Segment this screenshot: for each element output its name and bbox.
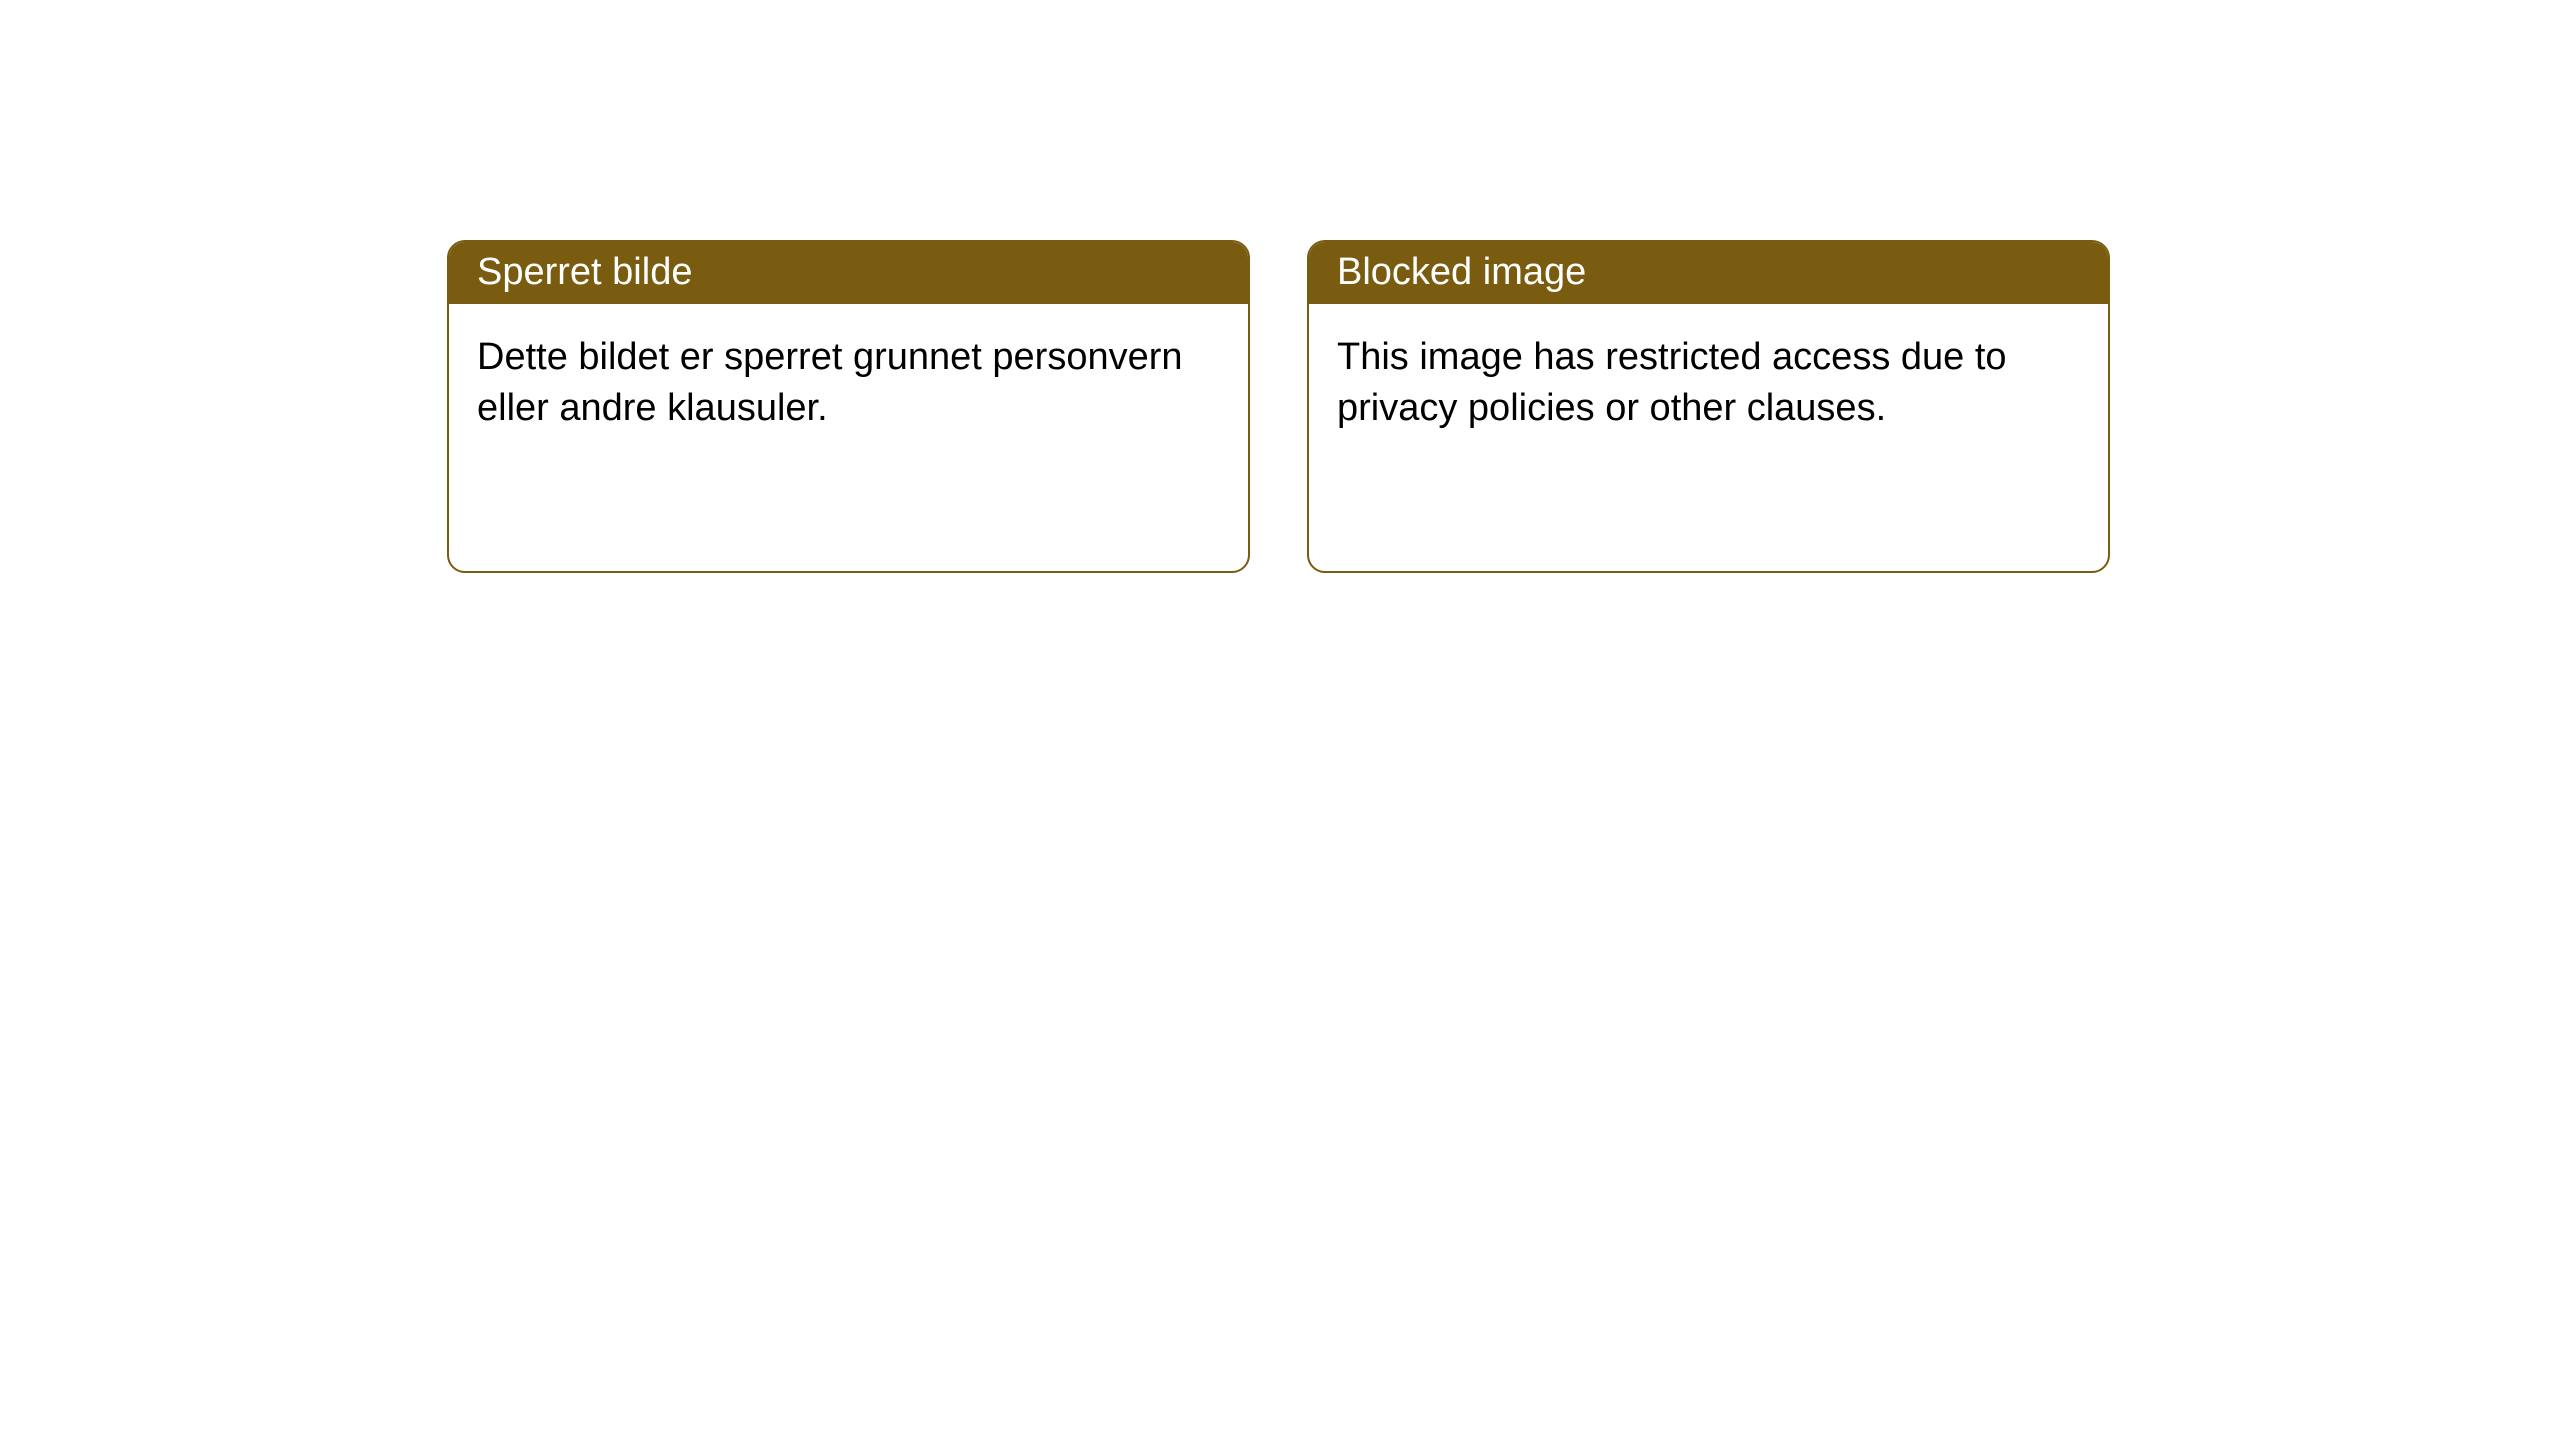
notice-header: Blocked image (1309, 242, 2108, 304)
notice-cards-container: Sperret bilde Dette bildet er sperret gr… (447, 240, 2110, 573)
notice-body: Dette bildet er sperret grunnet personve… (449, 304, 1248, 571)
notice-card-english: Blocked image This image has restricted … (1307, 240, 2110, 573)
notice-body: This image has restricted access due to … (1309, 304, 2108, 571)
notice-header: Sperret bilde (449, 242, 1248, 304)
notice-card-norwegian: Sperret bilde Dette bildet er sperret gr… (447, 240, 1250, 573)
